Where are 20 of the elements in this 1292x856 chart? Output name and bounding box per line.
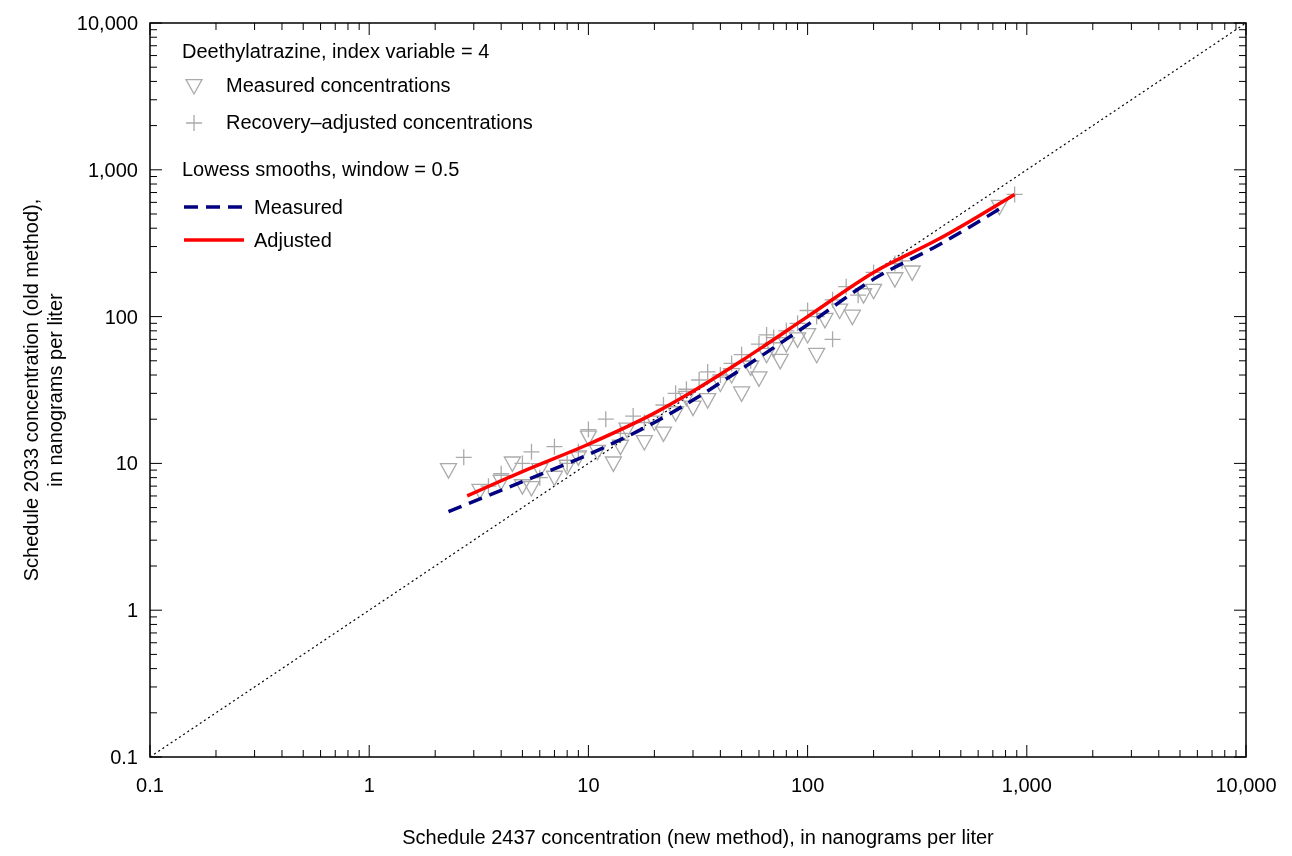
x-tick-label: 0.1 [136,774,164,796]
legend-label: Measured concentrations [226,74,451,96]
legend-label: Recovery–adjusted concentrations [226,111,533,133]
annotation: Lowess smooths, window = 0.5 [182,158,460,180]
y-tick-label: 10 [115,452,138,475]
x-tick-label: 100 [790,774,825,796]
legend-label: Adjusted [254,229,332,251]
y-tick-label: 100 [104,305,138,328]
x-tick-label: 10 [577,774,600,796]
x-tick-label: 1,000 [1001,774,1052,796]
y-tick-label: 10,000 [76,12,138,34]
y-axis-title: Schedule 2033 concentration (old method), in nanograms per liter [20,198,66,582]
y-tick-label: 0.1 [110,746,138,768]
x-tick-label: 10,000 [1215,774,1277,796]
x-axis-title: Schedule 2437 concentration (new method), in nanograms per liter [402,826,995,848]
y-tick-label: 1 [126,599,138,622]
y-tick-label: 1,000 [87,158,138,181]
x-tick-label: 1 [363,774,375,796]
legend-title: Deethylatrazine, index variable = 4 [182,40,490,62]
legend-label: Measured [254,196,343,218]
